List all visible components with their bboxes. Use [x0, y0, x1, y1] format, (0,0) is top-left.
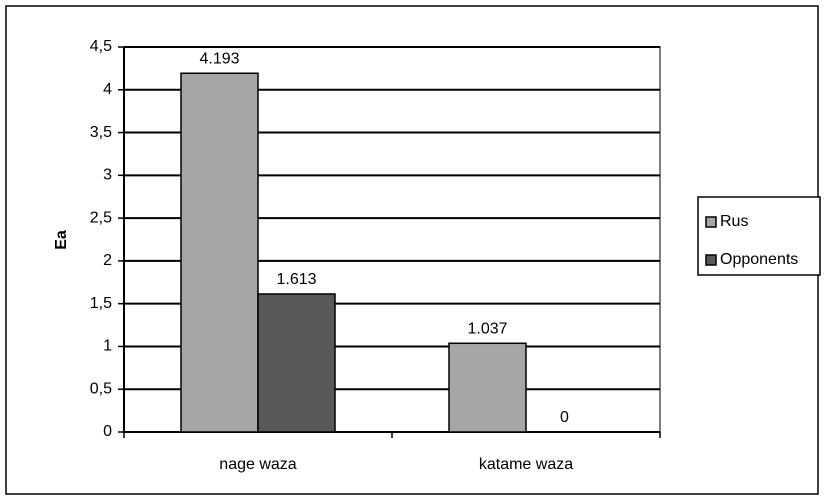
x-tick-label: nage waza	[219, 456, 296, 473]
y-tick-label: 3,5	[90, 124, 112, 141]
data-label: 4.193	[199, 50, 239, 67]
chart-border	[5, 5, 819, 495]
y-tick-label: 0,5	[90, 380, 112, 397]
legend-swatch	[705, 254, 717, 266]
legend-label: Opponents	[720, 251, 798, 268]
data-label: 1.037	[467, 320, 507, 337]
y-tick-label: 4	[103, 81, 112, 98]
legend-swatch	[705, 216, 717, 228]
bar	[180, 72, 259, 433]
bar	[448, 342, 527, 433]
y-axis-label: Ea	[53, 230, 70, 250]
x-tick-label: katame waza	[479, 456, 573, 473]
y-tick-label: 1,5	[90, 295, 112, 312]
data-label: 1.613	[276, 271, 316, 288]
y-tick-label: 4,5	[90, 38, 112, 55]
data-label: 0	[560, 409, 569, 426]
y-tick-label: 3	[103, 167, 112, 184]
y-tick-label: 2	[103, 252, 112, 269]
y-tick-label: 0	[103, 423, 112, 440]
bar	[257, 293, 336, 433]
legend-box	[697, 196, 821, 276]
y-tick-label: 1	[103, 338, 112, 355]
y-tick-label: 2,5	[90, 209, 112, 226]
legend-label: Rus	[720, 213, 748, 230]
